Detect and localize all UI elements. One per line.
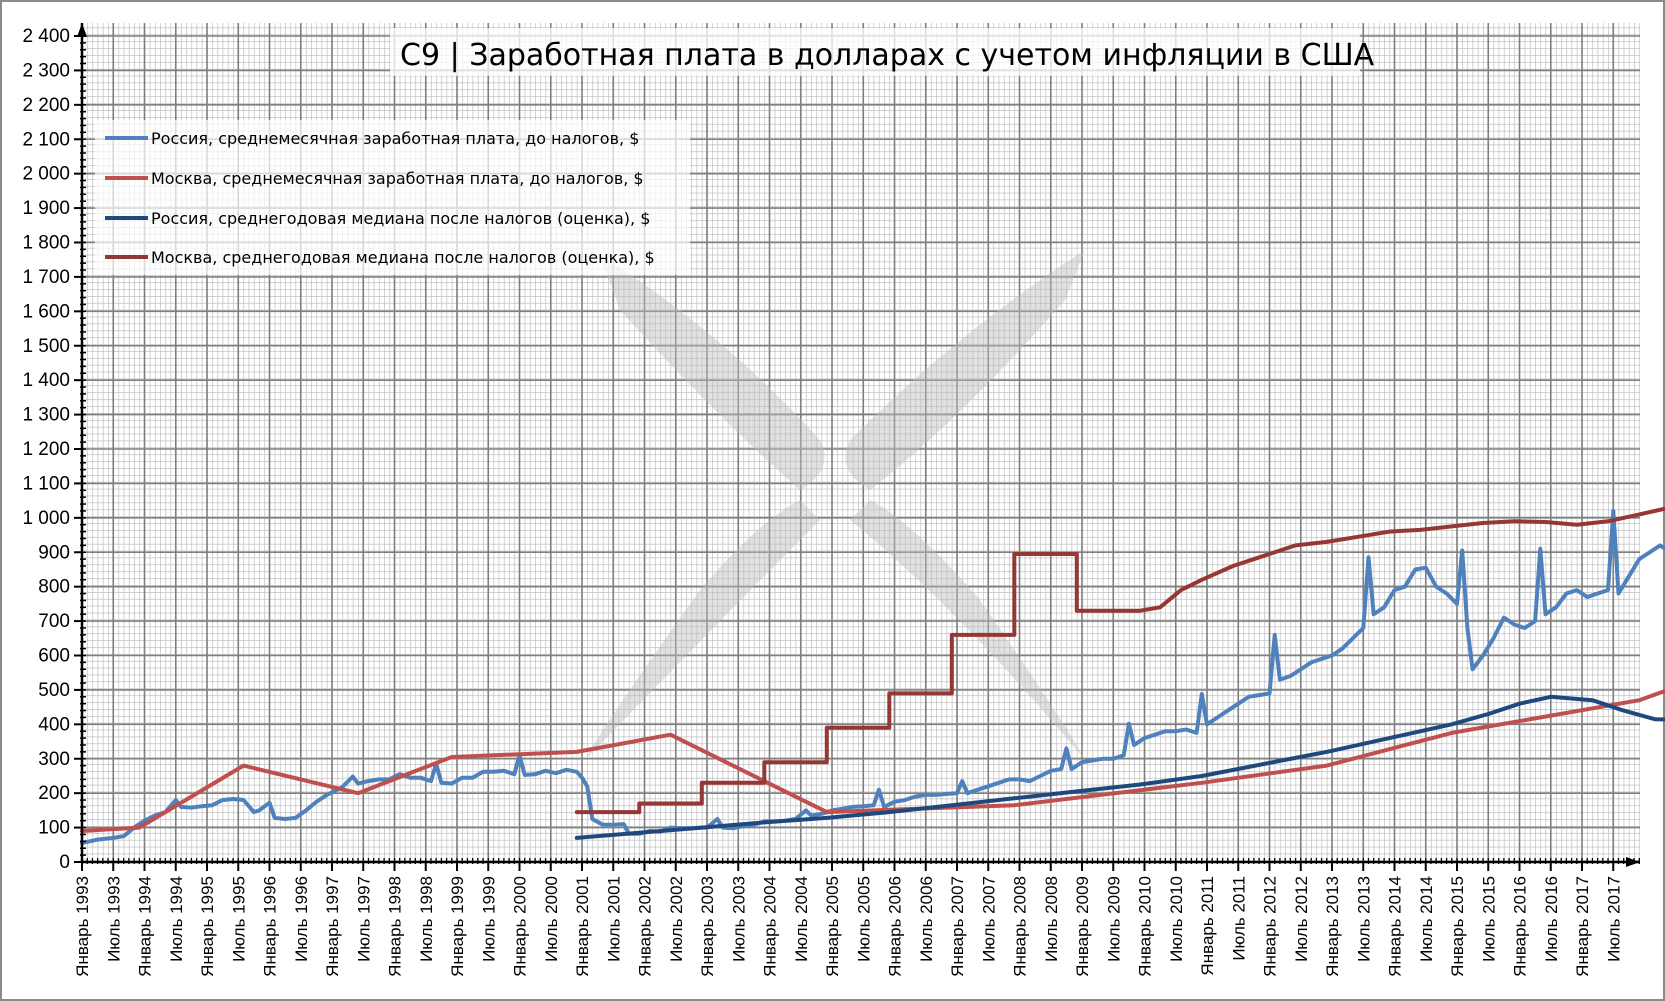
x-tick-label: Январь 2015 (1448, 876, 1467, 977)
x-tick-label: Январь 2006 (886, 876, 905, 977)
x-tick-label: Июль 2003 (729, 876, 748, 962)
x-tick-label: Январь 2011 (1198, 876, 1217, 976)
svg-text:Россия, среднемесячная заработ: Россия, среднемесячная заработная плата,… (151, 129, 639, 148)
x-tick-label: Январь 2001 (573, 876, 592, 977)
y-tick-label: 900 (38, 542, 70, 563)
x-tick-label: Июль 2009 (1104, 876, 1123, 962)
x-tick-label: Июль 2002 (667, 876, 686, 962)
x-tick-label: Июль 2015 (1479, 876, 1498, 962)
x-tick-label: Июль 2004 (792, 876, 811, 962)
legend: Россия, среднемесячная заработная плата,… (95, 120, 690, 275)
x-tick-label: Январь 2005 (823, 876, 842, 977)
x-tick-label: Июль 1995 (229, 876, 248, 962)
x-tick-label: Июль 1998 (417, 876, 436, 962)
x-tick-label: Январь 1997 (323, 876, 342, 977)
x-tick-label: Январь 1999 (448, 876, 467, 977)
y-tick-label: 2 400 (22, 26, 70, 47)
y-tick-label: 1 800 (22, 233, 70, 254)
series-line-3 (574, 506, 1665, 815)
y-tick-label: 0 (59, 852, 70, 873)
x-tick-label: Июль 1999 (479, 876, 498, 962)
x-tick-label: Январь 2007 (948, 876, 967, 977)
y-tick-label: 200 (38, 783, 70, 804)
svg-text:Москва, среднемесячная заработ: Москва, среднемесячная заработная плата,… (151, 169, 644, 188)
svg-text:Россия, среднегодовая медиана: Россия, среднегодовая медиана после нало… (151, 209, 650, 228)
data-series (80, 506, 1665, 846)
series-line-0 (80, 508, 1665, 846)
x-tick-label: Январь 2016 (1511, 876, 1530, 977)
x-tick-label: Январь 2004 (761, 876, 780, 977)
x-axis-labels: Январь 1993 Июль 1993 Январь 1994 Июль 1994… (73, 876, 1623, 977)
y-tick-label: 1 400 (22, 370, 70, 391)
x-tick-label: Январь 1994 (136, 876, 155, 977)
x-tick-label: Январь 1993 (73, 876, 92, 977)
x-tick-label: Июль 1997 (354, 876, 373, 962)
y-tick-label: 400 (38, 714, 70, 735)
y-tick-label: 100 (38, 818, 70, 839)
x-tick-label: Июль 2005 (854, 876, 873, 962)
x-tick-label: Июль 1993 (104, 876, 123, 962)
x-tick-label: Январь 2002 (636, 876, 655, 977)
y-tick-label: 2 200 (22, 95, 70, 116)
x-tick-label: Июль 2010 (1167, 876, 1186, 962)
y-tick-label: 500 (38, 680, 70, 701)
x-tick-label: Январь 2009 (1073, 876, 1092, 977)
series-line-2 (574, 694, 1665, 840)
y-tick-label: 700 (38, 611, 70, 632)
x-tick-label: Январь 2017 (1573, 876, 1592, 977)
x-tick-label: Январь 2003 (698, 876, 717, 977)
y-tick-label: 1 300 (22, 405, 70, 426)
legend-item-moscow-monthly: Москва, среднемесячная заработная плата,… (105, 169, 644, 188)
x-tick-label: Январь 2013 (1323, 876, 1342, 977)
x-tick-label: Июль 2014 (1417, 876, 1436, 962)
x-tick-label: Январь 1998 (386, 876, 405, 977)
svg-text:Москва, среднегодовая медиана: Москва, среднегодовая медиана после нало… (151, 248, 655, 267)
x-tick-label: Январь 1995 (198, 876, 217, 977)
y-tick-label: 1 100 (22, 473, 70, 494)
x-tick-label: Июль 2007 (979, 876, 998, 962)
y-tick-label: 1 500 (22, 336, 70, 357)
chart-title: C9 | Заработная плата в долларах с учето… (390, 28, 1375, 76)
x-tick-label: Июль 1994 (167, 876, 186, 962)
x-tick-label: Июль 2012 (1292, 876, 1311, 962)
x-tick-label: Июль 2006 (917, 876, 936, 962)
x-tick-label: Июль 2000 (542, 876, 561, 962)
x-tick-label: Июль 1996 (292, 876, 311, 962)
legend-item-russia-median: Россия, среднегодовая медиана после нало… (105, 209, 650, 228)
x-tick-label: Январь 2008 (1011, 876, 1030, 977)
x-tick-label: Июль 2013 (1354, 876, 1373, 962)
legend-item-moscow-median: Москва, среднегодовая медиана после нало… (105, 248, 655, 267)
x-tick-label: Январь 2000 (511, 876, 530, 977)
legend-item-russia-monthly: Россия, среднемесячная заработная плата,… (105, 129, 639, 148)
x-tick-label: Июль 2017 (1604, 876, 1623, 962)
y-tick-label: 1 900 (22, 198, 70, 219)
x-tick-label: Январь 1996 (261, 876, 280, 977)
y-tick-label: 300 (38, 749, 70, 770)
y-axis-labels: 0 100 200 300 400 500 600 700 800 900 1 000 1 100 1 … (22, 26, 70, 873)
x-tick-label: Июль 2008 (1042, 876, 1061, 962)
y-tick-label: 1 600 (22, 301, 70, 322)
y-tick-label: 1 700 (22, 267, 70, 288)
y-tick-label: 2 100 (22, 129, 70, 150)
y-tick-label: 800 (38, 577, 70, 598)
y-tick-label: 1 200 (22, 439, 70, 460)
x-tick-label: Июль 2011 (1229, 876, 1248, 961)
x-tick-label: Июль 2001 (604, 876, 623, 962)
y-tick-label: 2 000 (22, 164, 70, 185)
x-tick-label: Июль 2016 (1542, 876, 1561, 962)
x-tick-label: Январь 2010 (1136, 876, 1155, 977)
x-tick-label: Январь 2012 (1261, 876, 1280, 977)
y-tick-label: 1 000 (22, 508, 70, 529)
y-tick-label: 600 (38, 646, 70, 667)
chart-title-text: C9 | Заработная плата в долларах с учето… (400, 38, 1375, 73)
x-tick-label: Январь 2014 (1386, 876, 1405, 977)
y-tick-label: 2 300 (22, 60, 70, 81)
axes (74, 23, 1640, 871)
watermark-x-logo (585, 250, 1085, 760)
